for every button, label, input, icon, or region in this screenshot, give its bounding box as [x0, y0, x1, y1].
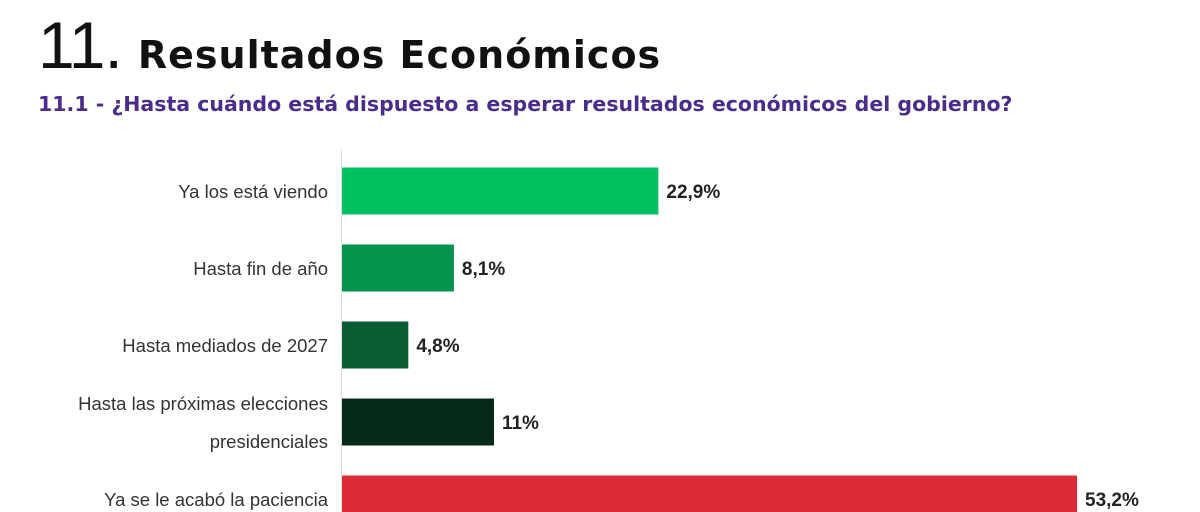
category-label: Ya los está viendo: [178, 181, 328, 202]
section-number: 11.: [38, 8, 123, 82]
bar-chart: 22,9% Ya los está viendo 8,1% Hasta fin de …: [78, 150, 1139, 512]
category-label: Hasta las próximas elecciones: [78, 393, 328, 414]
bars-group: 22,9% Ya los está viendo 8,1% Hasta fin de …: [78, 167, 1139, 512]
section-title: Resultados Económicos: [137, 33, 662, 77]
bar: [342, 244, 454, 292]
data-label: 53,2%: [1085, 490, 1139, 511]
data-label: 4,8%: [416, 336, 459, 357]
bar: [342, 321, 409, 369]
chart-subtitle: 11.1 - ¿Hasta cuándo está dispuesto a es…: [38, 92, 1013, 116]
bar: [342, 475, 1077, 512]
data-label: 22,9%: [666, 182, 720, 203]
data-label: 8,1%: [462, 259, 505, 280]
category-label: Hasta mediados de 2027: [122, 335, 328, 356]
data-label: 11%: [502, 413, 539, 434]
category-label: Ya se le acabó la paciencia: [104, 489, 329, 510]
bar: [342, 398, 494, 446]
header: 11. Resultados Económicos: [38, 12, 661, 78]
category-label: presidenciales: [210, 431, 328, 452]
bar: [342, 167, 659, 215]
category-label: Hasta fin de año: [193, 258, 328, 279]
